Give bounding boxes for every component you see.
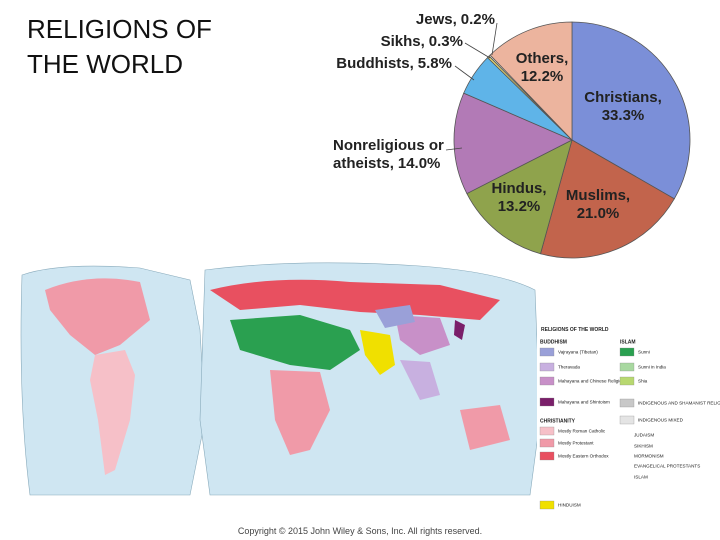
slice-label: Sikhs, 0.3% — [381, 33, 463, 51]
legend-label: Mostly Roman Catholic — [558, 429, 606, 434]
legend-label: EVANGELICAL PROTESTANTS — [634, 464, 700, 469]
slice-name: Sikhs, — [380, 33, 425, 50]
slice-value: 33.3% — [601, 107, 645, 124]
legend-label: Vajrayana (Tibetan) — [558, 350, 598, 355]
legend-label: ISLAM — [634, 475, 648, 480]
pie-slice — [466, 139, 573, 255]
slice-value: 13.2% — [497, 198, 541, 215]
pie-slice — [453, 92, 573, 195]
legend-label: BUDDHISM — [540, 340, 567, 346]
legend-title: RELIGIONS OF THE WORLD — [541, 327, 609, 333]
slice-value: 12.2% — [520, 68, 564, 85]
legend-swatch — [539, 362, 555, 372]
leader-line — [464, 42, 491, 59]
slice-name: Nonreligious or atheists, — [333, 137, 444, 172]
legend-swatch — [539, 376, 555, 386]
legend-swatch — [539, 438, 555, 448]
legend-label: INDIGENOUS AND SHAMANIST RELIGIONS — [638, 401, 720, 406]
leader-line — [454, 65, 475, 81]
legend-swatch — [619, 376, 635, 386]
legend-swatch — [539, 426, 555, 436]
slice-label: Others, 12.2% — [507, 50, 577, 86]
slide-title: RELIGIONS OF THE WORLD — [27, 14, 212, 79]
legend-label: JUDAISM — [634, 433, 654, 438]
legend-label: SIKHISM — [634, 444, 653, 449]
slice-name: Christians, — [584, 89, 662, 106]
leader-line — [491, 22, 498, 56]
slice-value: 14.0% — [397, 155, 441, 172]
slice-value: 0.3% — [428, 33, 463, 50]
slice-value: 0.2% — [460, 11, 495, 28]
slice-label: Nonreligious or atheists, 14.0% — [333, 137, 451, 173]
copyright: Copyright © 2015 John Wiley & Sons, Inc.… — [237, 526, 483, 536]
legend-label: Shia — [638, 379, 648, 384]
legend-label: Sunni in India — [638, 365, 666, 370]
slice-value: 21.0% — [576, 205, 620, 222]
legend-label: Sunni — [638, 350, 650, 355]
legend-label: Mostly Eastern Orthodox — [558, 454, 609, 459]
legend-label: CHRISTIANITY — [540, 419, 576, 425]
world-map — [20, 262, 541, 496]
legend-label: Mahayana and Chinese Religions — [558, 379, 627, 384]
legend-swatch — [619, 347, 635, 357]
legend-swatch — [539, 500, 555, 510]
slice-label: Christians, 33.3% — [578, 89, 668, 125]
legend-label: Mahayana and Shintoism — [558, 400, 610, 405]
slice-label: Muslims, 21.0% — [553, 187, 643, 223]
legend-swatch — [619, 415, 635, 425]
legend-swatch — [539, 397, 555, 407]
slice-name: Others, — [515, 50, 569, 67]
slice-name: Hindus, — [491, 180, 547, 197]
legend-label: HINDUISM — [558, 503, 581, 508]
slice-label: Jews, 0.2% — [416, 11, 495, 29]
slice-value: 5.8% — [417, 55, 452, 72]
legend-swatch — [539, 347, 555, 357]
legend-label: Mostly Protestant — [558, 441, 594, 446]
slice-label: Buddhists, 5.8% — [336, 55, 452, 73]
legend-label: INDIGENOUS MIXED — [638, 418, 684, 423]
slice-name: Buddhists, — [336, 55, 414, 72]
pie-slice — [540, 139, 675, 259]
slice-name: Jews, — [415, 11, 457, 28]
legend-label: MORMONISM — [634, 454, 664, 459]
pie-slice — [571, 21, 691, 200]
leader-line — [445, 147, 463, 151]
legend-swatch — [619, 398, 635, 408]
legend-swatch — [619, 362, 635, 372]
legend-swatch — [539, 451, 555, 461]
slice-name: Muslims, — [565, 187, 631, 204]
legend-label: Theravada — [558, 365, 580, 370]
legend-label: ISLAM — [620, 340, 636, 346]
slice-label: Hindus, 13.2% — [484, 180, 554, 216]
